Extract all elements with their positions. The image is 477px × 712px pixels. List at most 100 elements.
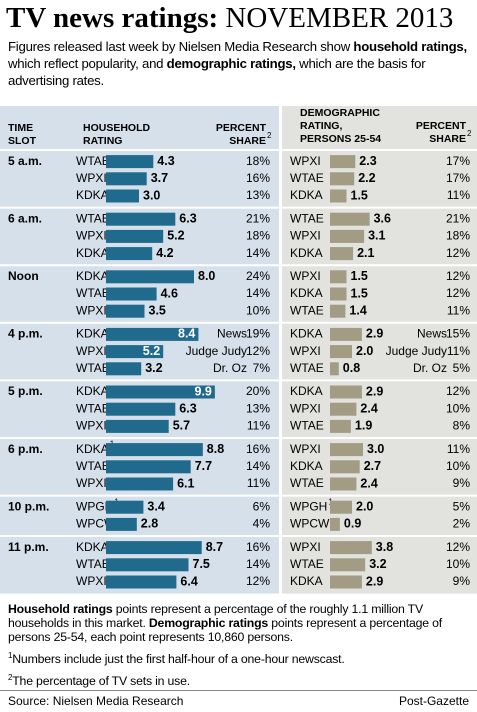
station: KDKA [290, 459, 323, 473]
rating-label: 2.0 [356, 499, 373, 513]
rating-label: 3.4 [147, 499, 164, 513]
rating-label: 3.2 [369, 557, 386, 571]
rating-bar [106, 345, 164, 359]
station: KDKA [76, 269, 109, 283]
rating-bar [106, 362, 142, 376]
source: Source: Nielsen Media Research [8, 694, 184, 708]
rating-bar [106, 500, 144, 514]
share: 12% [446, 246, 470, 260]
rating-label: 8.7 [206, 540, 223, 554]
rating-label: 3.0 [367, 442, 384, 456]
rating-label: 7.5 [193, 557, 210, 571]
rating-bar [330, 541, 372, 555]
share: 12% [446, 540, 470, 554]
station: WPXI [290, 540, 321, 554]
station: KDKA [76, 442, 109, 456]
share: 10% [446, 459, 470, 473]
station: WPXI [76, 171, 107, 185]
time-slot: 5 p.m. [8, 384, 43, 398]
column-header: RATING, [300, 120, 342, 132]
rating-bar [330, 270, 347, 284]
station: KDKA [76, 188, 109, 202]
rating-bar [330, 558, 366, 572]
rating-bar [106, 155, 154, 169]
rating-bar [106, 541, 202, 555]
rating-label: 4.3 [157, 154, 174, 168]
explanation-text: points represent a percentage of persons… [8, 616, 442, 644]
share: 5% [453, 361, 471, 375]
rating-bar [330, 575, 362, 589]
station: KDKA [76, 246, 109, 260]
rating-label: 1.5 [351, 269, 368, 283]
rating-label: 2.3 [359, 154, 376, 168]
footer: Source: Nielsen Media Research Post-Gazet… [0, 690, 477, 712]
rating-bar [106, 304, 145, 318]
station: WPXI [76, 344, 107, 358]
rating-label: 0.8 [343, 361, 360, 375]
footnote-text: The percentage of TV sets in use. [12, 674, 190, 689]
station: WPXI [76, 574, 107, 588]
column-header: SHARE [229, 135, 266, 147]
station: KDKA [76, 327, 109, 341]
station: WPXI [76, 476, 107, 490]
notes: Household ratings points represent a per… [0, 598, 477, 690]
footnote: 2The percentage of TV sets in use. [8, 671, 471, 688]
rating-bar [106, 443, 203, 457]
station: WTAE [76, 361, 110, 375]
rating-label: 8.8 [207, 442, 224, 456]
station: WTAE [76, 557, 110, 571]
station: WPXI [290, 401, 321, 415]
share: 21% [246, 211, 270, 225]
rating-bar [106, 477, 174, 491]
program: News [417, 327, 447, 341]
station: WPXI [290, 442, 321, 456]
rating-bar [330, 247, 354, 261]
explanation: Household ratings points represent a per… [8, 602, 471, 644]
rating-bar [330, 517, 340, 531]
station: WPXI [290, 229, 321, 243]
column-header: TIME [8, 122, 33, 134]
column-header: PERCENT [216, 122, 267, 134]
time-slot: 11 p.m. [8, 540, 49, 554]
rating-label: 8.4 [178, 327, 195, 341]
station: WTAE [76, 211, 110, 225]
explanation-text: points represent a percentage of the rou… [8, 602, 423, 630]
column-header: SHARE [429, 133, 466, 145]
rating-bar [106, 172, 147, 186]
share: 11% [247, 419, 270, 433]
time-slot: 4 p.m. [8, 327, 43, 341]
station: WPXI [76, 229, 107, 243]
rating-bar [330, 443, 363, 457]
rating-label: 6.4 [180, 574, 197, 588]
rating-bar [330, 229, 365, 243]
rating-label: 3.5 [149, 303, 166, 317]
rating-bar [106, 385, 215, 399]
footnote-text: Numbers include just the first half-hour… [12, 652, 345, 667]
share: 18% [246, 229, 270, 243]
station: WTAE [290, 419, 324, 433]
intro: Figures released last week by Nielsen Me… [8, 38, 472, 89]
station: WTAE [76, 286, 110, 300]
station: WPXI [76, 419, 107, 433]
share: 16% [246, 171, 270, 185]
share: 11% [447, 442, 470, 456]
share: 11% [447, 303, 470, 317]
station: WPCW [76, 517, 116, 531]
station: WPGH [76, 499, 113, 513]
rating-label: 3.7 [151, 171, 168, 185]
share: 11% [447, 344, 470, 358]
share: 21% [446, 211, 470, 225]
share: 12% [446, 286, 470, 300]
share: 12% [246, 574, 270, 588]
rating-label: 0.9 [344, 517, 361, 531]
station: WTAE [290, 476, 324, 490]
rating-label: 2.8 [141, 517, 158, 531]
share: 14% [246, 246, 270, 260]
rating-label: 6.3 [179, 211, 196, 225]
rating-bar [106, 327, 199, 341]
station: KDKA [290, 188, 323, 202]
share: 18% [246, 154, 270, 168]
rating-label: 2.9 [366, 327, 383, 341]
program: Judge Judy [386, 344, 447, 358]
